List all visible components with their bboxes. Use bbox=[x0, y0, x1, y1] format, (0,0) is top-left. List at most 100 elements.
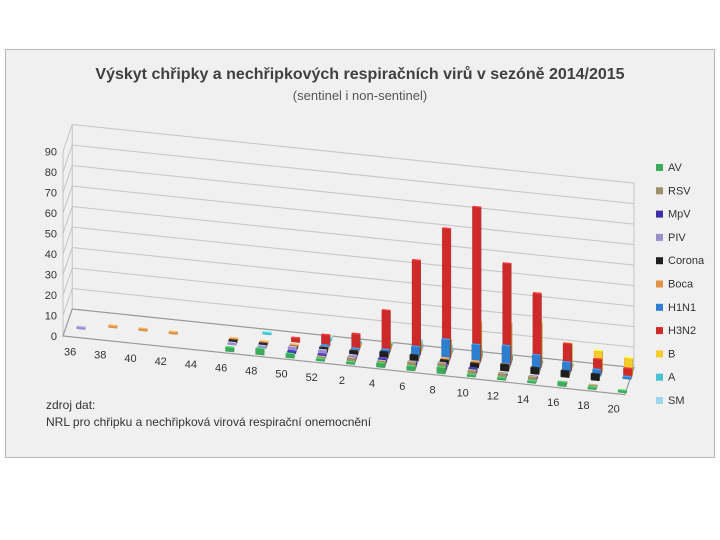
gridlines bbox=[62, 123, 635, 396]
chart-frame: Výskyt chřipky a nechřipkových respiračn… bbox=[5, 49, 715, 458]
legend-swatch bbox=[656, 210, 663, 218]
bar-av-20 bbox=[617, 388, 627, 394]
legend-label: B bbox=[668, 348, 675, 360]
legend-item-boca: Boca bbox=[656, 279, 694, 291]
legend-swatch bbox=[656, 233, 663, 241]
legend-label: SM bbox=[668, 395, 685, 407]
bar-av-8 bbox=[436, 365, 446, 375]
x-tick-label: 8 bbox=[429, 384, 435, 396]
x-tick-label: 2 bbox=[339, 375, 345, 387]
source-note-text: NRL pro chřipku a nechřipková virová res… bbox=[46, 415, 372, 429]
legend-item-h3n2: H3N2 bbox=[656, 325, 696, 337]
legend-swatch bbox=[656, 373, 663, 381]
x-tick-label: 16 bbox=[547, 397, 559, 409]
bar-h3n2-10 bbox=[472, 205, 482, 362]
bar-h3n2-12 bbox=[502, 262, 512, 365]
bar-piv-36 bbox=[76, 325, 86, 330]
floor-outline bbox=[62, 308, 635, 396]
x-tick-label: 46 bbox=[215, 362, 227, 374]
legend-item-b: B bbox=[656, 348, 675, 360]
y-tick-label: 10 bbox=[45, 311, 57, 323]
legend-label: H3N2 bbox=[668, 325, 696, 337]
bar-av-48 bbox=[255, 347, 265, 356]
bar-h3n2-50 bbox=[291, 336, 301, 343]
x-tick-label: 36 bbox=[64, 347, 76, 359]
chart-subtitle: (sentinel i non-sentinel) bbox=[293, 88, 427, 103]
legend-item-mpv: MpV bbox=[656, 209, 691, 221]
bar-h1n1-20 bbox=[622, 375, 632, 380]
legend-item-sm: SM bbox=[656, 395, 685, 407]
bar-boca-38 bbox=[108, 324, 118, 329]
y-tick-label: 0 bbox=[51, 331, 57, 343]
x-tick-label: 18 bbox=[577, 400, 589, 412]
bar-corona-12 bbox=[500, 363, 510, 372]
legend-item-corona: Corona bbox=[656, 255, 705, 267]
bar-av-6 bbox=[406, 364, 416, 372]
y-tick-label: 90 bbox=[45, 147, 57, 159]
legend-swatch bbox=[656, 187, 663, 195]
bar-h1n1-12 bbox=[501, 344, 511, 368]
x-tick-label: 12 bbox=[487, 391, 499, 403]
x-axis-ticks: 36 38 40 42 44 46 48 50 52 2 4 6 8 10 12 14 16 18 20 bbox=[64, 347, 620, 416]
legend-item-piv: PIV bbox=[656, 232, 686, 244]
x-tick-label: 6 bbox=[399, 381, 405, 393]
x-tick-label: 40 bbox=[124, 353, 136, 365]
y-tick-label: 60 bbox=[45, 208, 57, 220]
bar-boca-40 bbox=[138, 327, 148, 332]
y-tick-label: 70 bbox=[45, 188, 57, 200]
legend-label: AV bbox=[668, 162, 683, 174]
legend-swatch bbox=[656, 397, 663, 404]
legend-label: Boca bbox=[668, 279, 694, 291]
bar-h3n2-6 bbox=[411, 258, 421, 356]
x-tick-label: 42 bbox=[155, 356, 167, 368]
legend-item-h1n1: H1N1 bbox=[656, 302, 696, 314]
x-tick-label: 50 bbox=[275, 369, 287, 381]
legend-label: H1N1 bbox=[668, 302, 696, 314]
legend-swatch bbox=[656, 164, 663, 171]
bar-boca-42 bbox=[168, 330, 178, 335]
bar-piv-46 bbox=[227, 341, 237, 346]
legend-swatch bbox=[656, 350, 663, 358]
bar-h1n1-10 bbox=[471, 343, 481, 364]
y-axis-ticks: 0 10 20 30 40 50 60 70 80 90 bbox=[45, 147, 57, 344]
bar-corona-18 bbox=[590, 372, 600, 382]
legend-label: RSV bbox=[668, 185, 691, 197]
source-note-label: zdroj dat: bbox=[46, 398, 95, 412]
legend-item-rsv: RSV bbox=[656, 185, 691, 197]
legend: AV RSV MpV PIV Corona Boca H1N1 H3N2 BA SM bbox=[656, 162, 705, 407]
y-tick-label: 20 bbox=[45, 290, 57, 302]
bar-h3n2-52 bbox=[321, 333, 331, 346]
bar-h1n1-8 bbox=[441, 338, 451, 361]
bar-av-16 bbox=[557, 380, 567, 387]
x-tick-label: 4 bbox=[369, 378, 375, 390]
y-tick-label: 80 bbox=[45, 167, 57, 179]
bar-av-2 bbox=[346, 360, 356, 365]
bar-h3n2-14 bbox=[532, 292, 542, 369]
x-tick-label: 44 bbox=[185, 359, 197, 371]
bar-av-52 bbox=[315, 357, 325, 362]
legend-label: Corona bbox=[668, 255, 705, 267]
bar-av-14 bbox=[527, 379, 537, 384]
x-tick-label: 38 bbox=[94, 350, 106, 362]
bar-av-4 bbox=[376, 361, 386, 369]
bar-av-10 bbox=[466, 373, 476, 378]
x-tick-label: 14 bbox=[517, 394, 529, 406]
legend-label: A bbox=[668, 372, 676, 384]
y-tick-label: 50 bbox=[45, 229, 57, 241]
chart-plot: Výskyt chřipky a nechřipkových respiračn… bbox=[45, 66, 705, 429]
bar-av-46 bbox=[225, 345, 235, 353]
bar-corona-14 bbox=[530, 366, 540, 375]
bar-h3n2-4 bbox=[381, 309, 391, 353]
legend-swatch bbox=[656, 280, 663, 288]
legend-label: PIV bbox=[668, 232, 686, 244]
bar-h1n1-14 bbox=[531, 353, 541, 371]
y-tick-label: 40 bbox=[45, 249, 57, 261]
legend-swatch bbox=[656, 327, 663, 335]
bar-corona-16 bbox=[560, 369, 570, 378]
legend-item-av: AV bbox=[656, 162, 683, 174]
legend-label: MpV bbox=[668, 209, 691, 221]
x-tick-label: 10 bbox=[457, 388, 469, 400]
bar-av-50 bbox=[285, 352, 295, 359]
chart-title: Výskyt chřipky a nechřipkových respiračn… bbox=[95, 66, 624, 83]
x-tick-label: 48 bbox=[245, 366, 257, 378]
